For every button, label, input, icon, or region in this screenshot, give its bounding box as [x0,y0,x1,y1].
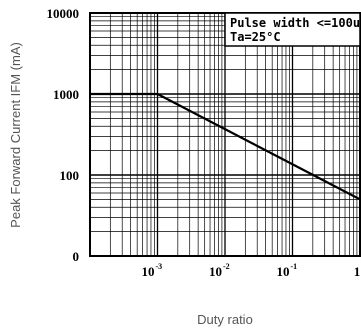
x-tick-label: 10 [277,264,290,279]
x-tick-exponent: -1 [291,262,298,271]
x-tick-labels: 10 -3 10 -2 10 -1 1 [142,262,361,279]
x-tick-exponent: -3 [156,262,163,271]
x-axis-label: Duty ratio [197,312,253,327]
series-line-0 [90,92,361,201]
x-tick-label: 1 [354,264,361,279]
y-tick-label: 100 [60,168,80,183]
y-tick-label: 0 [73,249,80,264]
annotation-temperature: Ta=25°C [230,30,281,44]
y-tick-label: 10000 [47,6,80,21]
y-axis-label: Peak Forward Current IFM (mA) [8,42,23,228]
x-tick-label: 10 [209,264,222,279]
y-tick-label: 1000 [53,87,79,102]
x-tick-label: 10 [142,264,155,279]
annotation-box [224,12,361,47]
x-tick-exponent: -2 [223,262,230,271]
grid [90,13,360,256]
annotation-pulse-width: Pulse width <=100us [230,16,361,30]
series [90,92,361,201]
